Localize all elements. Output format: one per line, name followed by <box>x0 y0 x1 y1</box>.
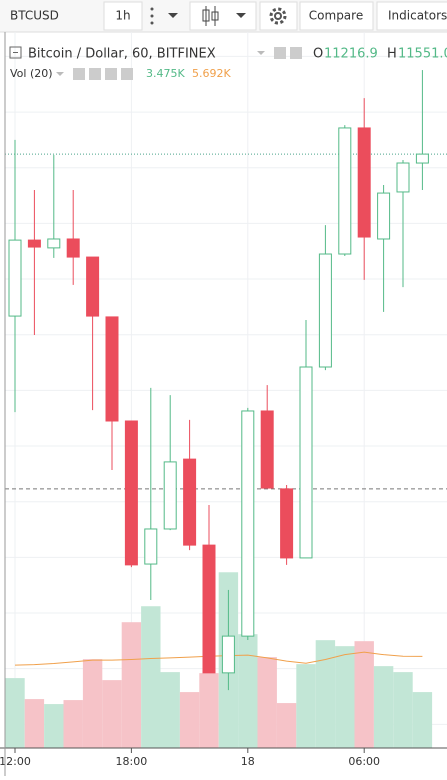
add-icon[interactable] <box>105 68 117 80</box>
volume-bar <box>373 666 394 748</box>
candle-body <box>299 366 313 559</box>
candle-body <box>27 239 41 248</box>
volume-bar <box>276 703 297 748</box>
series-title: Bitcoin / Dollar, 60, BITFINEX <box>28 47 216 62</box>
candle-body <box>357 127 371 238</box>
volume-bar <box>354 641 374 748</box>
candle-body <box>318 253 332 368</box>
candle-body <box>260 410 274 489</box>
compare[interactable]: Compare <box>309 9 363 23</box>
close-icon[interactable] <box>121 68 133 80</box>
volume-bar <box>160 672 180 748</box>
volume-bar <box>393 672 413 748</box>
volume-ma-value: 5.692K <box>192 67 231 80</box>
candle-body <box>66 238 80 258</box>
candle-body <box>105 316 119 422</box>
series-dropdown[interactable] <box>257 51 265 55</box>
high-label: H <box>387 47 397 62</box>
volume-bar <box>24 699 45 748</box>
chart-style-button[interactable] <box>189 1 257 31</box>
candle-body <box>338 127 352 255</box>
x-tick-label: 18 <box>241 755 255 768</box>
candle-body <box>8 239 22 317</box>
volume-bar <box>44 704 64 748</box>
candle-body <box>163 461 177 530</box>
indicators-button[interactable] <box>376 1 447 31</box>
volume-bar <box>102 680 122 748</box>
candle-body <box>124 420 138 566</box>
volume-bar <box>335 646 355 748</box>
interval-dropdown[interactable] <box>168 13 178 18</box>
high-value: 11551.0 <box>398 47 447 62</box>
volume-bar <box>121 622 142 748</box>
indicators[interactable]: Indicators <box>388 9 447 23</box>
plot: 12:00 18:00 18 06:00 <box>0 32 447 768</box>
volume-bar <box>257 657 277 748</box>
volume-bar <box>179 692 200 748</box>
x-tick-label: 12:00 <box>0 755 31 768</box>
interval[interactable]: 1h <box>115 9 130 23</box>
volume-bar <box>412 692 433 748</box>
candle-body <box>280 488 294 559</box>
settings-icon[interactable] <box>89 68 101 80</box>
candle-body <box>183 458 197 546</box>
eye-icon[interactable] <box>73 68 85 80</box>
volume-bar <box>5 678 25 748</box>
settings-icon[interactable] <box>290 47 302 59</box>
x-tick-label: 18:00 <box>116 755 148 768</box>
compare-button[interactable] <box>299 1 374 31</box>
candle-body <box>377 192 391 240</box>
volume-bar <box>238 634 258 748</box>
x-tick-label: 06:00 <box>348 755 380 768</box>
candle-body <box>396 162 410 193</box>
volume-bar <box>63 700 83 748</box>
candle-body <box>415 153 429 164</box>
volume-title: Vol (20) <box>10 67 53 80</box>
candle-body <box>86 256 100 317</box>
candle-body <box>202 544 216 674</box>
candle-body <box>241 410 255 637</box>
eye-icon[interactable] <box>274 47 286 59</box>
interval-button[interactable] <box>103 1 143 31</box>
symbol[interactable]: BTCUSD <box>10 9 59 23</box>
volume-value: 3.475K <box>146 67 185 80</box>
candle-body <box>144 528 158 565</box>
volume-bar <box>315 640 336 748</box>
volume-bar <box>199 673 219 748</box>
volume-dropdown[interactable] <box>56 72 64 76</box>
candle-body <box>47 238 61 249</box>
more-icon[interactable] <box>150 7 154 25</box>
open-value: 11216.9 <box>324 47 378 62</box>
volume-bar <box>141 606 161 748</box>
collapse-icon[interactable] <box>9 46 22 59</box>
gear-icon[interactable] <box>269 7 287 25</box>
candle-body <box>221 635 235 674</box>
volume-ma-line <box>14 651 423 666</box>
volume-bar <box>296 664 316 748</box>
style-dropdown[interactable] <box>236 13 246 18</box>
volume-bar <box>82 659 103 748</box>
open-label: O <box>313 47 323 62</box>
candle-icon[interactable] <box>202 6 219 26</box>
